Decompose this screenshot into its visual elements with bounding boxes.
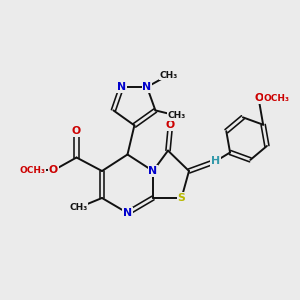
Text: N: N <box>148 166 158 176</box>
Text: O: O <box>166 120 175 130</box>
Text: OCH₃: OCH₃ <box>20 166 45 175</box>
Text: N: N <box>117 82 126 92</box>
Text: O: O <box>72 126 81 136</box>
Text: CH₃: CH₃ <box>70 203 88 212</box>
Text: O: O <box>254 93 263 103</box>
Text: N: N <box>142 82 152 92</box>
Text: CH₃: CH₃ <box>160 70 178 80</box>
Text: N: N <box>123 208 132 218</box>
Text: H: H <box>211 156 220 167</box>
Text: CH₃: CH₃ <box>167 111 185 120</box>
Text: S: S <box>178 193 185 203</box>
Text: O: O <box>49 165 58 176</box>
Text: OCH₃: OCH₃ <box>264 94 290 103</box>
